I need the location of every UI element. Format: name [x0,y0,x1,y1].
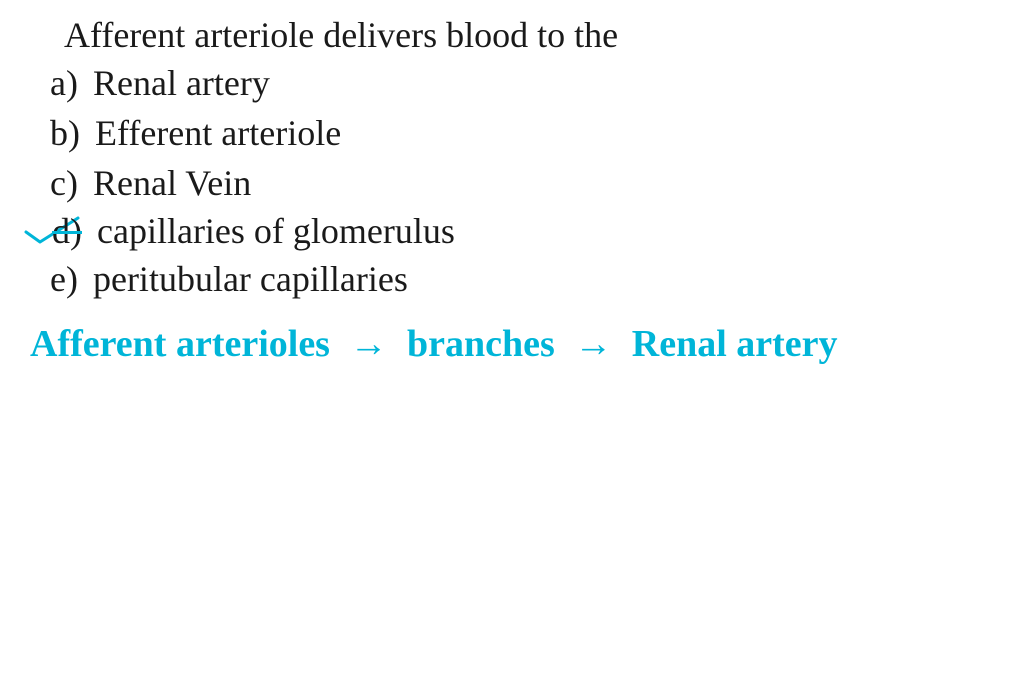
option-c-text: Renal Vein [93,163,251,203]
option-d: d) capillaries of glomerulus [52,210,455,252]
option-e-text: peritubular capillaries [93,259,408,299]
option-c: c) Renal Vein [50,162,251,204]
arrow-icon: → [349,323,387,365]
option-c-label: c) [50,163,78,203]
note-line: Afferent arterioles → branches → Renal a… [30,322,838,366]
option-e: e) peritubular capillaries [50,258,408,300]
option-b-text: Efferent arteriole [95,113,341,153]
question-prompt: Afferent arteriole delivers blood to the [64,14,618,56]
note-part-0: Afferent arterioles [30,323,330,365]
option-d-text: capillaries of glomerulus [97,211,455,251]
option-b: b) Efferent arteriole [50,112,341,154]
option-a-text: Renal artery [93,63,270,103]
option-e-label: e) [50,259,78,299]
option-a: a) Renal artery [50,62,270,104]
note-part-2: branches [407,323,555,365]
option-b-label: b) [50,113,80,153]
note-part-4: Renal artery [632,323,838,365]
option-d-label: d) [52,211,82,251]
option-a-label: a) [50,63,78,103]
arrow-icon: → [574,323,612,365]
